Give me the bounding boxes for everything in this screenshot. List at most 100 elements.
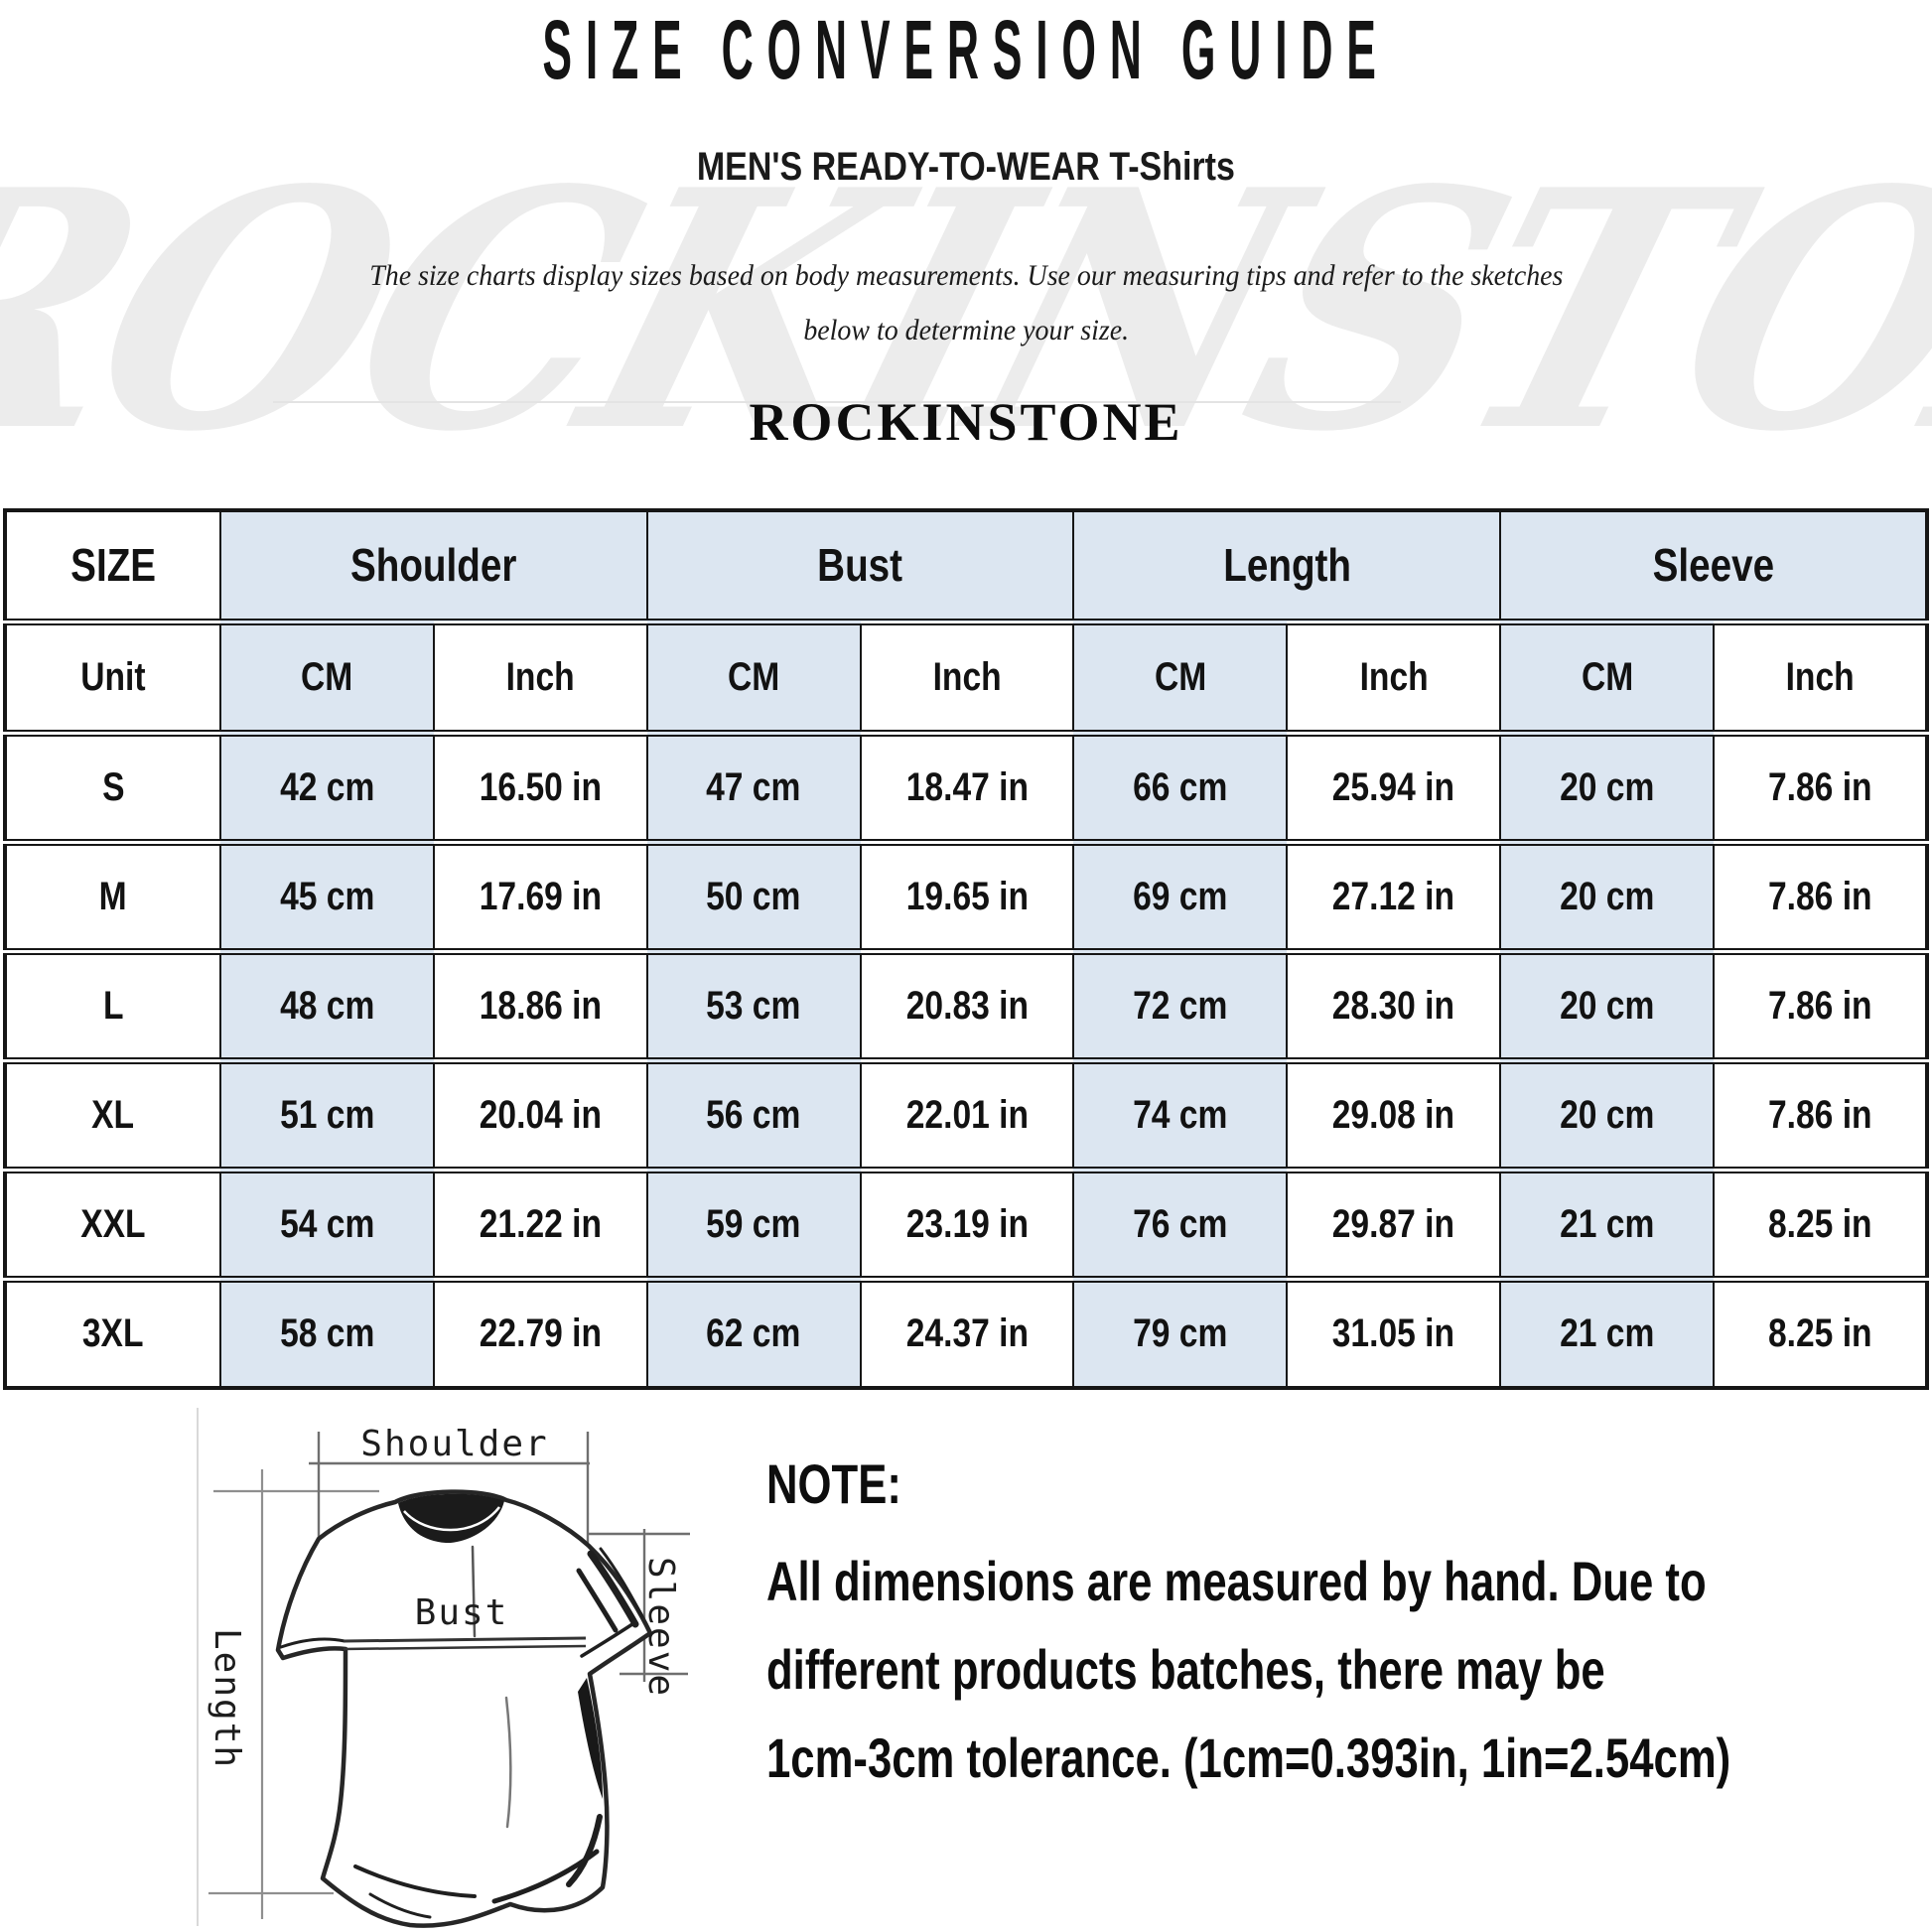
measurement-cell: 24.37 in <box>859 1278 1075 1390</box>
note-heading: NOTE: <box>766 1452 901 1515</box>
measurement-cell: 29.08 in <box>1286 1059 1502 1173</box>
table-unit-row: Unit CM Inch CM Inch CM Inch CM Inch <box>4 621 1928 737</box>
measurement-cell: 21 cm <box>1499 1278 1716 1390</box>
table-row-xxl: XXL 54 cm 21.22 in 59 cm 23.19 in 76 cm … <box>4 1169 1928 1283</box>
measurement-cell: 25.94 in <box>1286 732 1502 846</box>
measurement-cell: 20.83 in <box>859 950 1075 1064</box>
measurement-cell: 42 cm <box>218 732 435 846</box>
shoulder-dimension-label: Shoulder <box>360 1424 548 1464</box>
unit-cell: CM <box>218 621 435 737</box>
measurement-cell: 72 cm <box>1072 950 1289 1064</box>
measurement-cell: 16.50 in <box>432 732 648 846</box>
length-dimension-lines <box>208 1469 379 1919</box>
measurement-cell: 74 cm <box>1072 1059 1289 1173</box>
measurement-cell: 7.86 in <box>1713 841 1928 955</box>
measurement-cell: 56 cm <box>645 1059 862 1173</box>
length-dimension-label: Length <box>207 1628 247 1769</box>
table-row-xl: XL 51 cm 20.04 in 56 cm 22.01 in 74 cm 2… <box>4 1059 1928 1173</box>
note-line-2: different products batches, there may be <box>766 1638 1605 1701</box>
note-section: NOTE: All dimensions are measured by han… <box>766 1442 1932 1802</box>
page-title: SIZE CONVERSION GUIDE <box>542 3 1390 96</box>
measurement-cell: 23.19 in <box>859 1169 1075 1283</box>
tshirt-outline <box>275 1489 653 1928</box>
measurement-cell: 54 cm <box>218 1169 435 1283</box>
description-line-2: below to determine your size. <box>803 314 1129 346</box>
measurement-cell: 21.22 in <box>432 1169 648 1283</box>
page-subtitle: MEN'S READY-TO-WEAR T-Shirts <box>0 145 1932 190</box>
unit-label-cell: Unit <box>4 621 221 737</box>
group-header-length: Length <box>1072 509 1502 625</box>
measurement-cell: 58 cm <box>218 1278 435 1390</box>
unit-cell: Inch <box>859 621 1075 737</box>
tshirt-detail-strokes <box>279 1545 644 1919</box>
tshirt-measurement-diagram: Shoulder Bust Length Sleeve <box>197 1408 690 1928</box>
description: The size charts display sizes based on b… <box>0 248 1932 357</box>
measurement-cell: 20 cm <box>1499 1059 1716 1173</box>
measurement-cell: 8.25 in <box>1713 1169 1928 1283</box>
bust-dimension-lines <box>343 1636 587 1651</box>
measurement-cell: 27.12 in <box>1286 841 1502 955</box>
measurement-cell: 20.04 in <box>432 1059 648 1173</box>
measurement-cell: 48 cm <box>218 950 435 1064</box>
measurement-cell: 50 cm <box>645 841 862 955</box>
measurement-cell: 28.30 in <box>1286 950 1502 1064</box>
measurement-cell: 79 cm <box>1072 1278 1289 1390</box>
size-label-cell: 3XL <box>4 1278 221 1390</box>
size-conversion-table: SIZE Shoulder Bust Length Sleeve Unit CM… <box>3 508 1929 1390</box>
divider-line <box>273 401 1401 403</box>
measurement-cell: 51 cm <box>218 1059 435 1173</box>
sleeve-dimension-label: Sleeve <box>640 1557 681 1698</box>
measurement-cell: 7.86 in <box>1713 732 1928 846</box>
table-group-header-row: SIZE Shoulder Bust Length Sleeve <box>4 509 1928 625</box>
measurement-cell: 66 cm <box>1072 732 1289 846</box>
brand-name: ROCKINSTONE <box>749 392 1183 452</box>
table-row-m: M 45 cm 17.69 in 50 cm 19.65 in 69 cm 27… <box>4 841 1928 955</box>
table-row-3xl: 3XL 58 cm 22.79 in 62 cm 24.37 in 79 cm … <box>4 1278 1928 1390</box>
measurement-cell: 19.65 in <box>859 841 1075 955</box>
measurement-cell: 20 cm <box>1499 732 1716 846</box>
unit-cell: CM <box>645 621 862 737</box>
measurement-cell: 45 cm <box>218 841 435 955</box>
corner-header-size: SIZE <box>4 509 221 625</box>
collar-fill <box>398 1493 504 1544</box>
size-label-cell: XXL <box>4 1169 221 1283</box>
unit-cell: Inch <box>1286 621 1502 737</box>
unit-cell: CM <box>1499 621 1716 737</box>
measurement-cell: 21 cm <box>1499 1169 1716 1283</box>
table-row-l: L 48 cm 18.86 in 53 cm 20.83 in 72 cm 28… <box>4 950 1928 1064</box>
size-label-cell: S <box>4 732 221 846</box>
subtitle-product: T-Shirts <box>1109 145 1236 189</box>
measurement-cell: 7.86 in <box>1713 1059 1928 1173</box>
measurement-cell: 20 cm <box>1499 841 1716 955</box>
group-header-shoulder: Shoulder <box>218 509 648 625</box>
subtitle-category: MEN'S READY-TO-WEAR <box>696 145 1101 189</box>
note-line-3: 1cm-3cm tolerance. (1cm=0.393in, 1in=2.5… <box>766 1726 1731 1789</box>
armpit-shading <box>578 1678 603 1799</box>
measurement-cell: 22.01 in <box>859 1059 1075 1173</box>
measurement-cell: 69 cm <box>1072 841 1289 955</box>
group-header-bust: Bust <box>645 509 1075 625</box>
measurement-cell: 59 cm <box>645 1169 862 1283</box>
description-line-1: The size charts display sizes based on b… <box>368 259 1564 292</box>
measurement-cell: 18.47 in <box>859 732 1075 846</box>
measurement-cell: 76 cm <box>1072 1169 1289 1283</box>
measurement-cell: 62 cm <box>645 1278 862 1390</box>
size-label-cell: XL <box>4 1059 221 1173</box>
group-header-sleeve: Sleeve <box>1499 509 1928 625</box>
measurement-cell: 47 cm <box>645 732 862 846</box>
measurement-cell: 7.86 in <box>1713 950 1928 1064</box>
note-line-1: All dimensions are measured by hand. Due… <box>766 1550 1707 1612</box>
shoulder-dimension-lines <box>309 1432 590 1549</box>
measurement-cell: 20 cm <box>1499 950 1716 1064</box>
measurement-cell: 22.79 in <box>432 1278 648 1390</box>
table-row-s: S 42 cm 16.50 in 47 cm 18.47 in 66 cm 25… <box>4 732 1928 846</box>
measurement-cell: 31.05 in <box>1286 1278 1502 1390</box>
size-label-cell: L <box>4 950 221 1064</box>
unit-cell: Inch <box>1713 621 1928 737</box>
size-label-cell: M <box>4 841 221 955</box>
collar-trim <box>403 1506 500 1532</box>
measurement-cell: 29.87 in <box>1286 1169 1502 1283</box>
bust-dimension-label: Bust <box>415 1592 509 1633</box>
measurement-cell: 53 cm <box>645 950 862 1064</box>
